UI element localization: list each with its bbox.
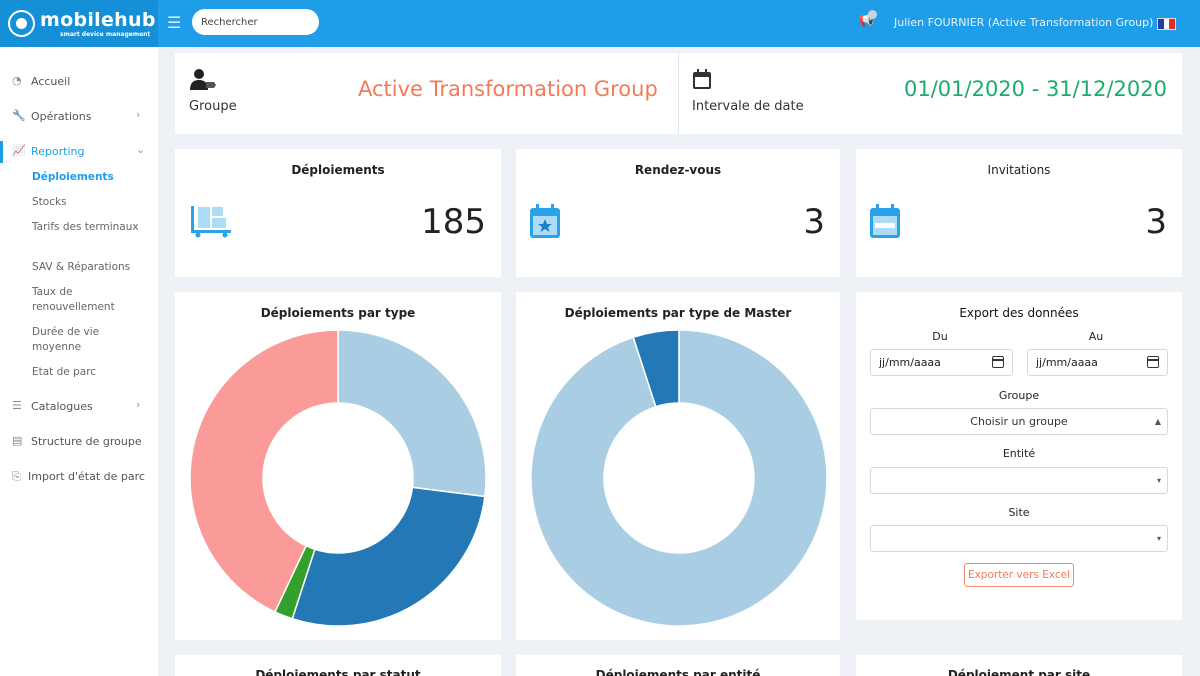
- sidebar-item-accueil[interactable]: ◔ Accueil: [0, 71, 158, 93]
- site-select[interactable]: ▾: [870, 525, 1168, 552]
- chart-card-status: Déploiements par statut: [175, 655, 501, 676]
- calendar-star-icon: [530, 204, 560, 238]
- chevron-down-icon: ⌄: [136, 143, 146, 156]
- chart-title: Déploiements par statut: [255, 668, 421, 676]
- donut-slice-1[interactable]: [291, 486, 486, 627]
- chart-title: Déploiements par type de Master: [564, 306, 792, 320]
- stat-title: Déploiements: [291, 163, 385, 177]
- sidebar: ◔ Accueil 🔧 Opérations › 📈 Reporting ⌄ D…: [0, 47, 158, 676]
- chart-card-type: Déploiements par type: [175, 292, 501, 640]
- donut-chart-type: [189, 329, 487, 627]
- stat-value: 185: [421, 202, 486, 242]
- notification-badge: [868, 10, 877, 19]
- entity-select[interactable]: ▾: [870, 467, 1168, 494]
- sitemap-icon: ▤: [12, 434, 23, 447]
- group-label: Groupe: [189, 99, 237, 114]
- chart-card-entity: Déploiements par entité: [516, 655, 840, 676]
- caret-down-icon: ▾: [1156, 476, 1161, 485]
- date-label: Intervale de date: [692, 99, 804, 114]
- to-label: Au: [1088, 330, 1104, 343]
- sidebar-subitem-etat[interactable]: Etat de parc: [32, 366, 97, 378]
- donut-slice-0[interactable]: [530, 329, 828, 627]
- donut-chart-master: [530, 329, 828, 627]
- user-menu[interactable]: Julien FOURNIER (Active Transformation G…: [894, 16, 1166, 29]
- chart-card-site: Déploiement par site: [856, 655, 1182, 676]
- user-name: Julien FOURNIER (Active Transformation G…: [894, 16, 1154, 29]
- donut-slice-1[interactable]: [632, 329, 680, 408]
- sidebar-subitem-sav[interactable]: SAV & Réparations: [32, 261, 131, 273]
- group-select-label: Groupe: [998, 389, 1040, 402]
- entity-select-label: Entité: [1002, 447, 1036, 460]
- sidebar-item-reporting[interactable]: 📈 Reporting ⌄: [0, 141, 158, 163]
- stat-card-deployments: Déploiements 185: [175, 149, 501, 277]
- chart-line-icon: 📈: [12, 144, 26, 157]
- sidebar-subitem-deploiements[interactable]: Déploiements: [32, 171, 114, 183]
- logo-name: mobilehub: [40, 9, 156, 31]
- logo[interactable]: mobilehub smart device management: [0, 0, 158, 47]
- calendar-picker-icon[interactable]: [1147, 356, 1159, 368]
- date-placeholder: jj/mm/aaaa: [1036, 356, 1098, 369]
- sidebar-item-label: Structure de groupe: [31, 435, 142, 448]
- sidebar-item-import[interactable]: ⎘ Import d'état de parc: [12, 469, 152, 484]
- sidebar-subitem-tarifs[interactable]: Tarifs des terminaux: [32, 221, 139, 233]
- stat-card-appointments: Rendez-vous 3: [516, 149, 840, 277]
- from-label: Du: [932, 330, 948, 343]
- user-tag-icon: [190, 69, 216, 90]
- hamburger-menu-icon[interactable]: ☰: [167, 13, 182, 32]
- chevron-right-icon: ›: [136, 108, 141, 121]
- sidebar-item-label: Accueil: [31, 75, 71, 88]
- sidebar-item-label: Catalogues: [31, 400, 93, 413]
- caret-down-icon: ▾: [1156, 534, 1161, 543]
- donut-slice-3[interactable]: [189, 329, 339, 613]
- to-date-input[interactable]: jj/mm/aaaa: [1027, 349, 1168, 376]
- sidebar-item-operations[interactable]: 🔧 Opérations ›: [0, 106, 158, 128]
- from-date-input[interactable]: jj/mm/aaaa: [870, 349, 1013, 376]
- stat-title: Invitations: [987, 163, 1051, 177]
- group-value: Active Transformation Group: [358, 77, 658, 101]
- chart-title: Déploiements par entité: [595, 668, 761, 676]
- chart-title: Déploiement par site: [947, 668, 1091, 676]
- sidebar-item-label: Import d'état de parc: [28, 470, 145, 483]
- sidebar-subitem-stocks[interactable]: Stocks: [32, 196, 67, 208]
- export-title: Export des données: [959, 306, 1079, 320]
- donut-slice-0[interactable]: [337, 329, 487, 498]
- list-icon: ☰: [12, 399, 22, 412]
- stat-title: Rendez-vous: [634, 163, 722, 177]
- group-select-value: Choisir un groupe: [970, 415, 1068, 428]
- chart-card-master: Déploiements par type de Master: [516, 292, 840, 640]
- group-select[interactable]: Choisir un groupe ▲: [870, 408, 1168, 435]
- divider: [678, 53, 679, 134]
- stat-value: 3: [803, 202, 825, 242]
- sidebar-item-structure[interactable]: ▤ Structure de groupe: [0, 431, 158, 453]
- file-import-icon: ⎘: [12, 470, 21, 483]
- sidebar-item-label: Reporting: [31, 145, 85, 158]
- sidebar-subitem-duree[interactable]: Durée de vie moyenne: [32, 326, 100, 353]
- stat-value: 3: [1145, 202, 1167, 242]
- export-excel-button[interactable]: Exporter vers Excel: [964, 563, 1074, 587]
- sidebar-subitem-taux[interactable]: Taux de renouvellement: [32, 286, 115, 313]
- calendar-icon: [693, 69, 711, 89]
- wrench-icon: 🔧: [12, 109, 26, 122]
- site-select-label: Site: [1008, 506, 1030, 519]
- calendar-picker-icon[interactable]: [992, 356, 1004, 368]
- filter-header-card: Groupe Active Transformation Group Inter…: [175, 53, 1182, 134]
- logo-globe-icon: [8, 10, 35, 37]
- top-bar: mobilehub smart device management ☰ 📢 Ju…: [0, 0, 1200, 47]
- language-flag-icon[interactable]: [1157, 18, 1176, 30]
- sidebar-item-label: Opérations: [31, 110, 92, 123]
- stat-card-invitations: Invitations 3: [856, 149, 1182, 277]
- sidebar-item-catalogues[interactable]: ☰ Catalogues ›: [0, 396, 158, 418]
- chart-title: Déploiements par type: [260, 306, 416, 320]
- caret-down-icon: ▲: [1154, 417, 1161, 426]
- search-input[interactable]: [192, 9, 319, 35]
- calendar-icon: [870, 204, 900, 238]
- dashboard-gauge-icon: ◔: [12, 74, 22, 87]
- logo-tagline: smart device management: [60, 31, 151, 38]
- date-placeholder: jj/mm/aaaa: [879, 356, 941, 369]
- date-value: 01/01/2020 - 31/12/2020: [903, 77, 1167, 101]
- truck-dolly-icon: [191, 206, 231, 238]
- chevron-right-icon: ›: [136, 398, 141, 411]
